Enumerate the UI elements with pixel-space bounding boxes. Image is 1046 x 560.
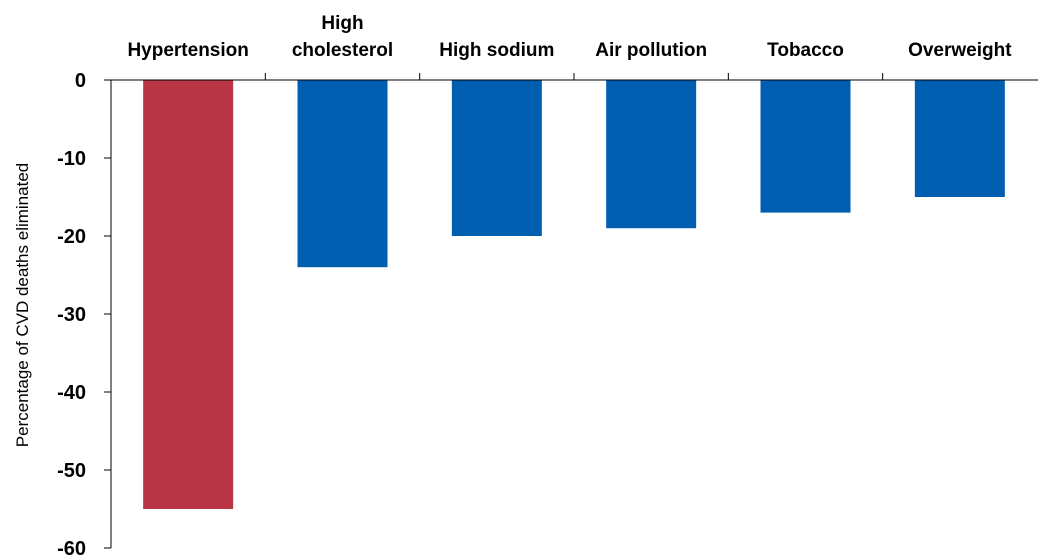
category-label: Hypertension xyxy=(127,40,248,61)
y-tick-label: -50 xyxy=(57,460,86,482)
bar-high-sodium xyxy=(451,80,542,236)
y-tick-label: -60 xyxy=(57,538,86,560)
y-axis xyxy=(110,73,1038,548)
category-label: High sodium xyxy=(439,40,554,61)
bars xyxy=(143,80,1005,509)
bar-overweight xyxy=(914,80,1005,197)
y-axis-title: Percentage of CVD deaths eliminated xyxy=(13,163,32,447)
y-tick-label: 0 xyxy=(75,70,86,92)
category-label: Air pollution xyxy=(595,40,707,61)
category-label: Overweight xyxy=(908,40,1012,61)
bar-high-cholesterol xyxy=(297,80,388,268)
y-ticks: 0 -10 -20 -30 -40 -50 -60 xyxy=(57,70,111,560)
y-tick-label: -30 xyxy=(57,304,86,326)
y-tick-label: -10 xyxy=(57,148,86,170)
category-label: High cholesterol xyxy=(292,13,393,61)
category-label: Tobacco xyxy=(767,40,844,61)
bar-tobacco xyxy=(760,80,851,213)
y-tick-label: -40 xyxy=(57,382,86,404)
y-tick-label: -20 xyxy=(57,226,86,248)
bar-air-pollution xyxy=(606,80,697,229)
bar-hypertension xyxy=(143,80,234,509)
category-labels: Hypertension High cholesterol High sodium Ai… xyxy=(127,13,1012,61)
